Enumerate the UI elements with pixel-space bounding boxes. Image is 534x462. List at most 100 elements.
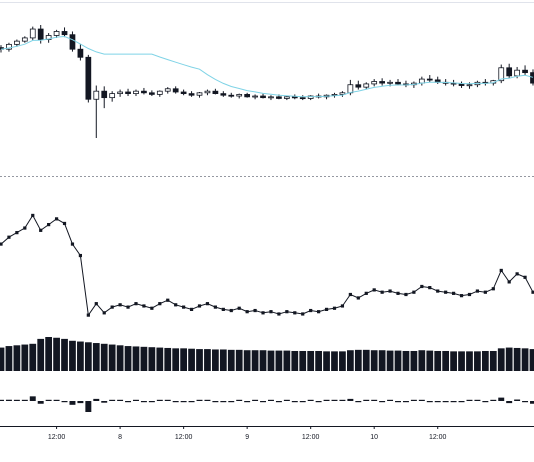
volume-bar [164, 347, 172, 371]
line-point [118, 303, 122, 307]
volume-bar [37, 338, 45, 371]
x-tick-label: 12:00 [429, 434, 447, 441]
change-bar [133, 399, 139, 401]
line-point [102, 311, 106, 315]
change-bar [458, 401, 465, 403]
line-point [459, 294, 464, 298]
volume-bar [196, 349, 203, 371]
volume-bar [275, 350, 283, 371]
change-bar [212, 401, 219, 403]
candle-body [458, 83, 465, 86]
line-point [348, 292, 352, 297]
volume-bar [84, 342, 92, 371]
volume-bar [5, 346, 13, 371]
line-point [380, 290, 384, 294]
candle-body [109, 93, 116, 99]
change-bar [77, 401, 84, 404]
line-series [0, 213, 534, 317]
change-bar [402, 401, 409, 403]
line-point [404, 292, 408, 297]
volume-bar [116, 345, 124, 371]
candle-body [69, 34, 76, 50]
line-point [285, 310, 289, 314]
line-point [428, 286, 432, 290]
line-point [356, 296, 360, 300]
candle-body [14, 40, 20, 45]
change-bar [5, 399, 12, 401]
line-point [142, 304, 146, 308]
candlestick-series [0, 25, 534, 138]
candle-body [426, 78, 433, 81]
candle-body [291, 96, 298, 99]
volume-bar [418, 350, 426, 371]
candle-body [283, 96, 290, 99]
line-point [491, 287, 495, 291]
line-point [134, 302, 138, 306]
volume-bar [148, 347, 156, 371]
change-bar [29, 396, 36, 401]
line-point [0, 242, 3, 246]
candle-body [395, 81, 401, 85]
change-bar [490, 399, 497, 401]
change-bar [315, 401, 322, 403]
candle-body [506, 67, 513, 77]
change-bar [426, 401, 433, 403]
change-bar [93, 398, 100, 401]
candle-body [371, 81, 378, 85]
change-bar [164, 399, 171, 401]
line-point [237, 306, 241, 310]
change-bar [474, 399, 481, 401]
change-bars [0, 396, 534, 412]
candle-body [133, 90, 139, 95]
candle-body [156, 90, 163, 95]
candle-body [466, 84, 473, 87]
volume-bar [354, 349, 362, 371]
line-point [309, 308, 313, 313]
line-point [197, 304, 202, 308]
line-point [507, 280, 511, 284]
change-bar [506, 401, 513, 404]
change-bar [101, 401, 108, 403]
volume-bar [331, 351, 338, 371]
volume-bar [108, 344, 116, 371]
change-bar [450, 401, 457, 403]
change-bar [267, 399, 274, 401]
candle-body [363, 83, 370, 88]
change-bar [188, 401, 195, 403]
change-bar [220, 401, 227, 403]
candle-body [53, 31, 60, 36]
line-point [150, 306, 154, 310]
line-point [86, 313, 90, 317]
volume-bar [442, 350, 450, 371]
volume-bar [61, 338, 68, 371]
line-point [364, 291, 368, 295]
line-point [420, 284, 424, 289]
line-point [277, 312, 281, 316]
x-tick-label: 8 [118, 434, 122, 441]
candle-body [61, 31, 68, 36]
line-point [372, 288, 376, 292]
volume-bar [378, 350, 386, 371]
change-bar [109, 399, 116, 401]
volume-bar [299, 350, 307, 371]
volume-bar [291, 350, 299, 371]
candle-body [498, 67, 505, 82]
change-bar [355, 401, 362, 403]
change-bar [410, 399, 417, 401]
change-bar [442, 401, 449, 403]
candle-body [212, 90, 219, 95]
line-point [166, 298, 170, 302]
line-point [174, 303, 178, 307]
volume-bar [235, 349, 243, 371]
line-point [78, 253, 83, 258]
change-bar [434, 401, 441, 403]
line-point [15, 231, 19, 235]
change-bar [117, 399, 124, 401]
candle-body [21, 37, 28, 42]
change-bar [21, 399, 28, 401]
candle-body [276, 96, 282, 99]
line-point [523, 275, 527, 279]
line-point [332, 306, 337, 310]
candle-body [260, 95, 266, 99]
volume-bar [521, 348, 529, 371]
